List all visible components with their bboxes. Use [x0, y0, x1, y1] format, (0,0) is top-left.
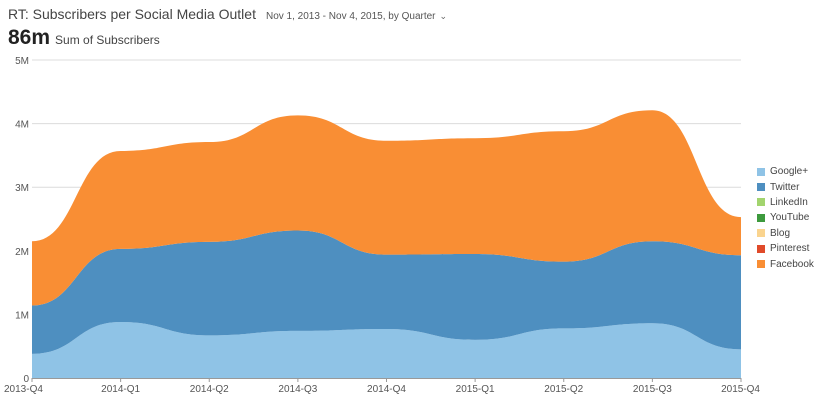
chart-title: RT: Subscribers per Social Media Outlet — [8, 6, 256, 22]
legend-label: LinkedIn — [770, 196, 808, 208]
chart-legend: Google+ Twitter LinkedIn YouTube Blog Pintere… — [757, 164, 819, 272]
legend-swatch — [757, 244, 765, 253]
chart-header: RT: Subscribers per Social Media Outlet … — [8, 6, 808, 54]
date-range-selector[interactable]: Nov 1, 2013 - Nov 4, 2015, by Quarter ⌄ — [266, 11, 447, 22]
legend-swatch — [757, 183, 765, 192]
legend-item-twitter[interactable]: Twitter — [757, 179, 819, 194]
legend-item-facebook[interactable]: Facebook — [757, 256, 819, 271]
x-tick-label: 2014-Q4 — [367, 384, 406, 395]
date-range-label: Nov 1, 2013 - Nov 4, 2015, by Quarter — [265, 11, 436, 22]
area-google-[interactable] — [32, 322, 741, 378]
x-tick-label: 2013-Q4 — [4, 384, 43, 395]
legend-item-pinterest[interactable]: Pinterest — [757, 241, 819, 256]
legend-label: Facebook — [770, 258, 814, 270]
y-tick-label: 1M — [15, 310, 29, 321]
x-tick-label: 2014-Q2 — [190, 384, 229, 395]
legend-swatch — [757, 167, 765, 176]
area-facebook[interactable] — [32, 110, 741, 306]
legend-label: Pinterest — [770, 243, 810, 255]
total-value: 86m — [8, 26, 51, 49]
x-tick-label: 2015-Q2 — [544, 384, 583, 395]
area-twitter[interactable] — [32, 230, 741, 354]
legend-label: Twitter — [770, 181, 800, 193]
legend-label: Blog — [770, 227, 791, 239]
legend-item-google-[interactable]: Google+ — [757, 164, 819, 179]
x-tick-label: 2015-Q3 — [633, 384, 672, 395]
legend-swatch — [757, 229, 765, 238]
legend-item-linkedin[interactable]: LinkedIn — [757, 195, 819, 210]
legend-item-youtube[interactable]: YouTube — [757, 210, 819, 225]
x-tick-label: 2014-Q1 — [101, 384, 140, 395]
area-series — [32, 110, 741, 378]
legend-label: YouTube — [770, 212, 810, 224]
axes: 0 1M 2M 3M 4M 5M 2013-Q4 2014-Q1 2014-Q2 2014-Q3 2… — [4, 56, 760, 395]
x-tick-label: 2015-Q4 — [721, 384, 760, 395]
x-tick-label: 2014-Q3 — [278, 384, 317, 395]
y-tick-label: 4M — [15, 120, 29, 131]
legend-swatch — [757, 213, 765, 222]
legend-label: Google+ — [770, 166, 809, 178]
legend-swatch — [757, 198, 765, 207]
y-tick-label: 2M — [15, 247, 29, 258]
x-tick-label: 2015-Q1 — [456, 384, 495, 395]
legend-item-blog[interactable]: Blog — [757, 226, 819, 241]
chevron-down-icon: ⌄ — [439, 11, 448, 21]
y-tick-label: 5M — [15, 56, 29, 67]
legend-swatch — [757, 260, 765, 269]
total-label: Sum of Subscribers — [55, 33, 160, 47]
y-tick-label: 3M — [15, 183, 29, 194]
y-tick-label: 0 — [23, 374, 29, 385]
